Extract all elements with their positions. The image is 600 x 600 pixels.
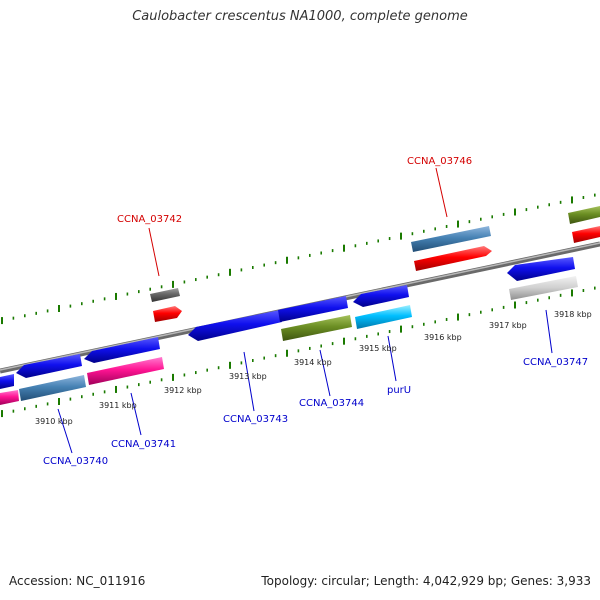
gene-b[interactable] (0, 390, 19, 405)
gene-label[interactable]: CCNA_03743 (223, 414, 288, 425)
gene-label[interactable]: CCNA_03740 (43, 456, 108, 467)
gene-f[interactable] (568, 206, 600, 224)
gene-a[interactable] (0, 374, 14, 389)
kbp-label: 3911 kbp (99, 401, 137, 410)
gene-label[interactable]: CCNA_03744 (299, 398, 364, 409)
kbp-label: 3913 kbp (229, 372, 267, 381)
gene-label[interactable]: CCNA_03742 (117, 214, 182, 225)
gene-label[interactable]: CCNA_03747 (523, 357, 588, 368)
kbp-label: 3917 kbp (489, 321, 527, 330)
gene-a[interactable] (188, 310, 282, 341)
gene-label[interactable]: CCNA_03746 (407, 156, 472, 167)
gene-c[interactable] (411, 226, 491, 252)
gene-a[interactable] (353, 285, 409, 307)
gene-labels: CCNA_03742 CCNA_03746 CCNA_03740 CCNA_03… (43, 156, 588, 467)
gene-label[interactable]: purU (387, 385, 411, 396)
forward-strand-features (150, 206, 600, 322)
gene-e[interactable] (414, 246, 492, 271)
gene-a[interactable] (16, 354, 82, 378)
label-leaders (57, 167, 553, 454)
kbp-label: 3918 kbp (554, 310, 592, 319)
gene-b[interactable] (87, 357, 164, 385)
gene-g[interactable] (355, 305, 412, 329)
kbp-label: 3912 kbp (164, 386, 202, 395)
kbp-label: 3914 kbp (294, 358, 332, 367)
gene-c[interactable] (19, 375, 86, 401)
map-title: Caulobacter crescentus NA1000, complete … (132, 9, 468, 24)
gene-label[interactable]: CCNA_03741 (111, 439, 176, 450)
gene-a[interactable] (150, 288, 180, 302)
gene-a[interactable] (507, 257, 575, 281)
gene-a[interactable] (84, 337, 160, 363)
gene-e[interactable] (153, 306, 182, 322)
forward-tick-ruler (1, 193, 596, 325)
kbp-label: 3910 kbp (35, 417, 73, 426)
gene-e[interactable] (572, 226, 600, 243)
kbp-label: 3915 kbp (359, 344, 397, 353)
gene-f[interactable] (281, 315, 352, 341)
kbp-labels: 3910 kbp 3911 kbp 3912 kbp 3913 kbp 3914… (35, 310, 592, 426)
reverse-tick-ruler (1, 286, 596, 418)
genome-summary-text: Topology: circular; Length: 4,042,929 bp… (261, 574, 591, 588)
reverse-strand-features (0, 257, 578, 405)
accession-text: Accession: NC_011916 (9, 574, 146, 588)
gene-a[interactable] (278, 296, 348, 322)
gene-h[interactable] (509, 276, 578, 300)
kbp-label: 3916 kbp (424, 333, 462, 342)
